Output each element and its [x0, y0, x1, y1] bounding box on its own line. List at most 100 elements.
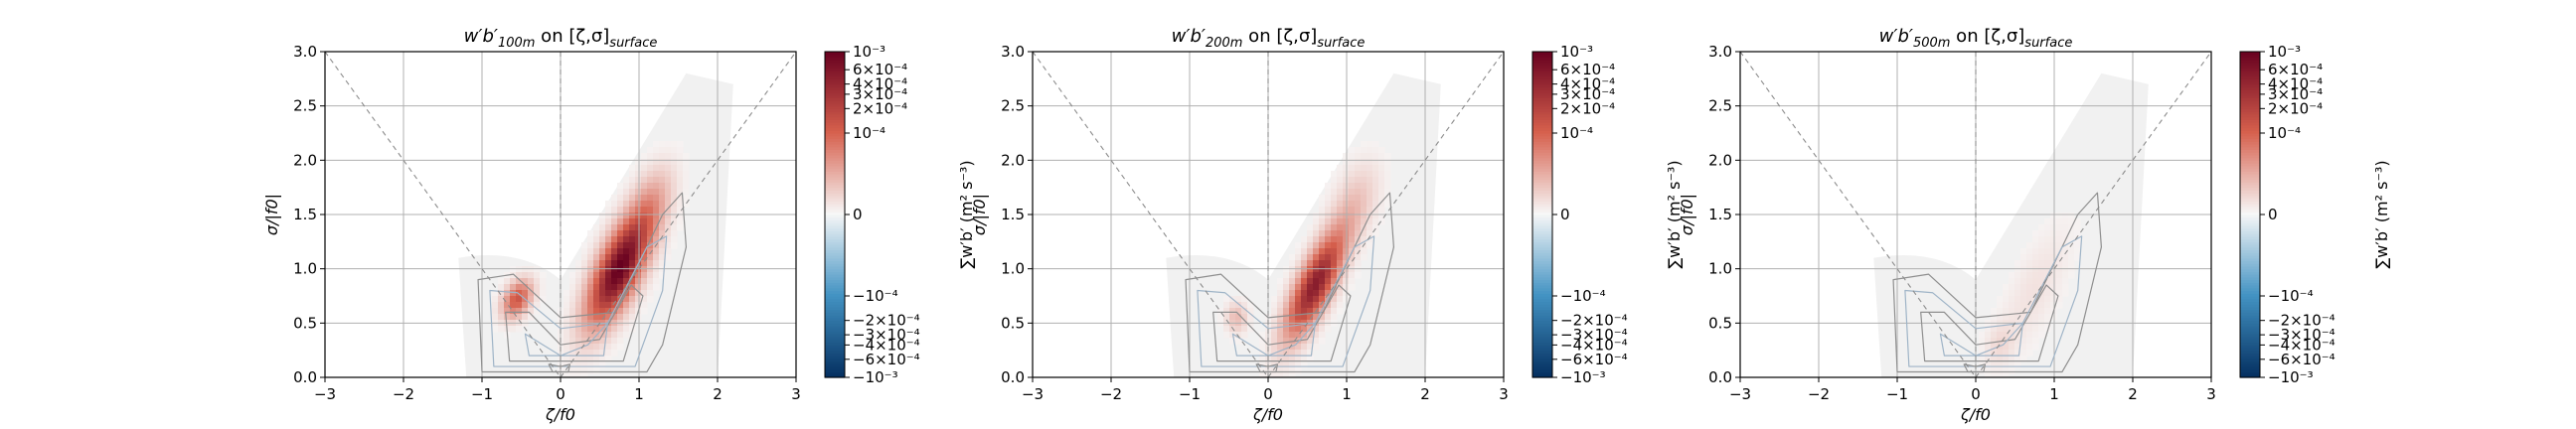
x-tick-label: −2 [1808, 385, 1830, 403]
colorbar-segment [2240, 347, 2260, 352]
heat-cell [1301, 248, 1308, 255]
colorbar-segment [2240, 257, 2260, 262]
heat-cell [510, 326, 517, 333]
heat-cell [2056, 242, 2063, 249]
heat-cell [2050, 236, 2057, 243]
colorbar-segment [825, 301, 845, 305]
heat-cell [2062, 230, 2069, 237]
colorbar-tick-label: 4×10⁻⁴ [1560, 75, 1615, 93]
heat-cell [605, 356, 612, 362]
heat-cell [599, 350, 606, 357]
colorbar-segment [2240, 198, 2260, 202]
heat-cell [510, 272, 517, 279]
heat-cell [1384, 177, 1391, 184]
heat-cell [1997, 350, 2004, 357]
heat-cell [665, 201, 672, 208]
heat-cell [564, 367, 570, 374]
colorbar-segment [825, 193, 845, 197]
heat-cell [1325, 242, 1332, 249]
heat-cell [611, 338, 618, 345]
heat-cell [1361, 189, 1368, 196]
heat-cell [1319, 195, 1326, 202]
heat-cell [605, 272, 612, 279]
heat-cell [2020, 302, 2027, 309]
heat-cell [1367, 159, 1373, 166]
heat-cell [2032, 254, 2039, 261]
colorbar-segment [1532, 257, 1552, 262]
colorbar-segment [825, 249, 845, 253]
heat-cell [575, 373, 582, 377]
heat-cell [1361, 141, 1368, 148]
heat-cell [1331, 218, 1338, 225]
heat-cell [1343, 153, 1350, 160]
heat-cell [1997, 314, 2004, 321]
heat-cell [1307, 224, 1314, 231]
colorbar-segment [2240, 306, 2260, 311]
heat-cell [2020, 314, 2027, 321]
heat-cell [653, 260, 660, 267]
heat-cell [510, 302, 517, 309]
heat-cell [647, 165, 654, 172]
heat-cell [653, 248, 660, 255]
heat-cell [635, 189, 642, 196]
colorbar-segment [1532, 130, 1552, 134]
heat-cell [1361, 171, 1368, 178]
heat-cell [1295, 302, 1302, 309]
heat-cell [569, 308, 576, 315]
colorbar-segment [825, 182, 845, 186]
heat-cell [647, 218, 654, 225]
colorbar-segment [1532, 265, 1552, 270]
heat-cell [564, 296, 570, 303]
colorbar-segment [825, 176, 845, 181]
heat-cell [1325, 284, 1332, 291]
heat-cell [1367, 207, 1373, 214]
heat-cell [1985, 361, 1992, 368]
heat-cell [1384, 189, 1391, 196]
heat-cell [611, 254, 618, 261]
heat-cell [2044, 242, 2051, 249]
heat-cell [528, 302, 535, 309]
heat-cell [1343, 290, 1350, 297]
colorbar-segment [2240, 72, 2260, 77]
heat-cell [629, 290, 636, 297]
heat-cell [2026, 290, 2033, 297]
heat-cell [653, 278, 660, 285]
heat-cell [1283, 302, 1290, 309]
x-axis-label: ζ/f0 [545, 405, 575, 424]
x-tick-label: 1 [2049, 385, 2059, 403]
heat-cell [677, 189, 684, 196]
heat-cell [605, 242, 612, 249]
y-tick-label: 0.0 [1708, 368, 1732, 386]
colorbar-segment [2240, 209, 2260, 213]
heat-cell [1361, 236, 1368, 243]
heat-cell [2020, 296, 2027, 303]
y-tick-label: 0.5 [1708, 314, 1732, 332]
heat-cell [2062, 272, 2069, 279]
heat-cell [1367, 177, 1373, 184]
heat-cell [587, 350, 594, 357]
heat-cell [593, 350, 600, 357]
colorbar-segment [1532, 206, 1552, 211]
colorbar-segment [2240, 358, 2260, 362]
heat-cell [2056, 302, 2063, 309]
heat-cell [1295, 314, 1302, 321]
colorbar-segment [1532, 238, 1552, 242]
heat-cell [629, 260, 636, 267]
heat-cell [671, 230, 678, 237]
heat-cell [617, 201, 624, 208]
contour-line [505, 284, 644, 362]
heat-cell [1331, 302, 1338, 309]
heat-cell [2020, 326, 2027, 333]
colorbar-segment [2240, 227, 2260, 231]
heat-cell [2038, 302, 2045, 309]
heat-cell [617, 290, 624, 297]
heat-cell [659, 254, 666, 261]
colorbar-segment [825, 317, 845, 322]
heat-cell [2014, 344, 2021, 351]
heat-cell [2026, 254, 2033, 261]
heat-cell [1307, 260, 1314, 267]
heat-cell [659, 272, 666, 279]
heat-cell [1384, 159, 1391, 166]
heat-cell [1349, 284, 1356, 291]
heat-cell [593, 248, 600, 255]
